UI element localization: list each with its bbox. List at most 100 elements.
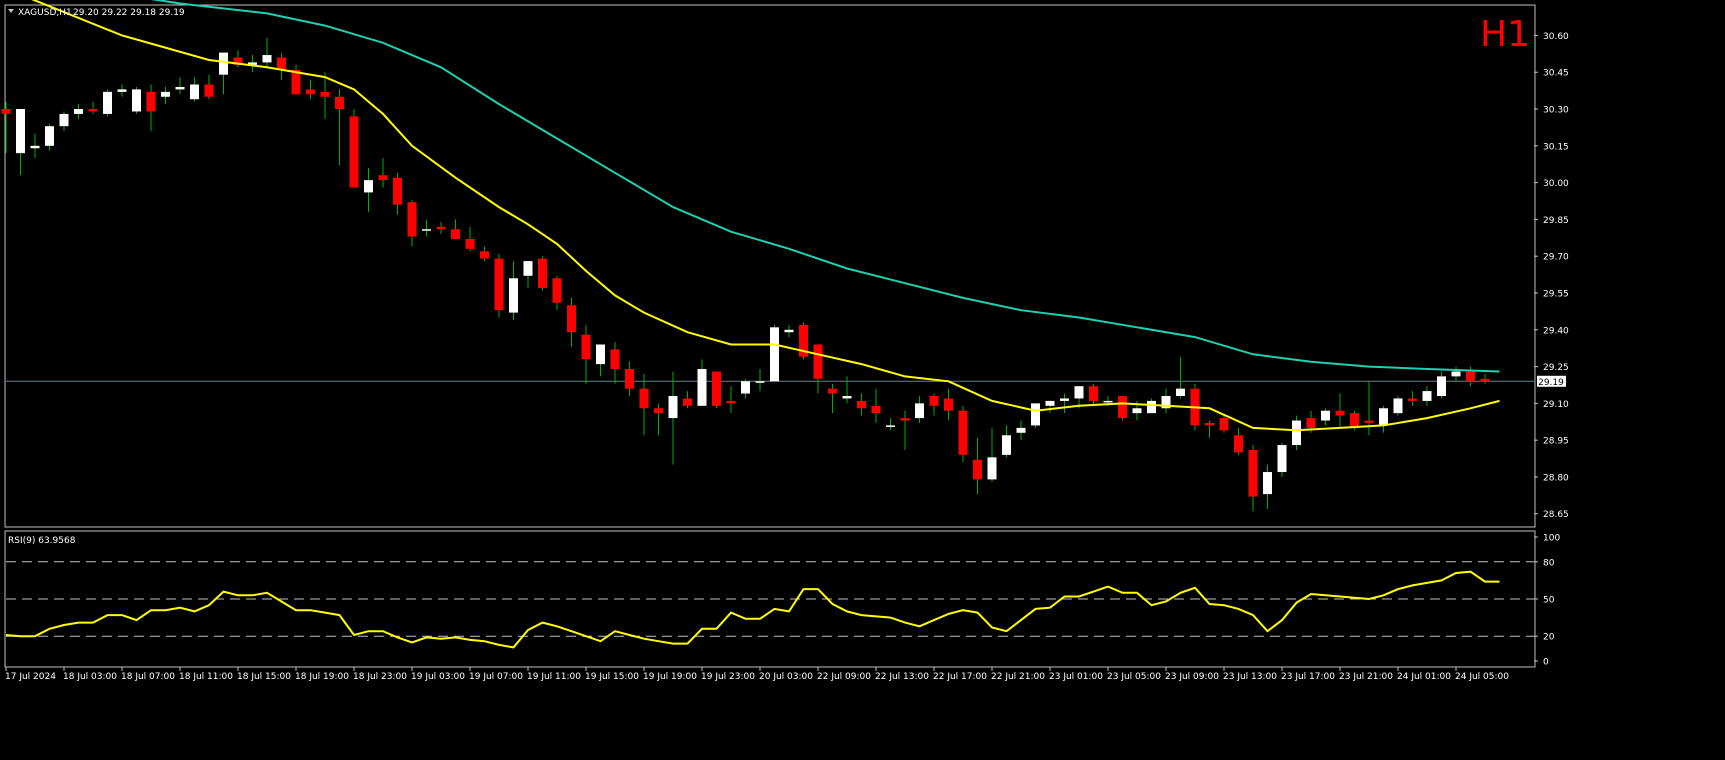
candle-body-bear [451, 229, 460, 240]
candle-body-bear [349, 116, 359, 188]
candle [770, 324, 779, 382]
time-tick-label: 23 Jul 01:00 [1049, 672, 1103, 682]
candle-body-bear [1219, 418, 1229, 431]
candle [480, 246, 489, 262]
candle [828, 383, 837, 414]
dropdown-arrow-icon[interactable] [8, 9, 14, 13]
candle [349, 109, 359, 188]
rsi-axis: 100 80 50 20 0 [1534, 534, 1560, 668]
candle-body-bull [1437, 376, 1446, 396]
candle [190, 77, 199, 102]
candle [668, 371, 678, 465]
candle [1016, 420, 1026, 441]
current-price-label: 29.19 [1538, 378, 1564, 388]
candle-body-bull [1379, 408, 1388, 426]
candle-body-bear [1335, 410, 1345, 416]
candle [929, 393, 939, 416]
candle-body-bull [219, 52, 228, 75]
candle [726, 386, 736, 414]
time-axis[interactable]: 17 Jul 2024 18 Jul 03:00 18 Jul 07:00 18 Ju… [5, 667, 1509, 682]
candle-body-bear [567, 305, 576, 333]
candle-body-bull [132, 89, 141, 112]
candle [335, 89, 344, 166]
candle-body-bull [523, 261, 533, 276]
candle-body-bear [625, 369, 634, 389]
candle-body-bull [1393, 398, 1403, 414]
candle-body-bear [538, 258, 547, 289]
candle-body-bear [929, 396, 939, 406]
candle-body-bear [1205, 422, 1214, 426]
candle-body-bear [857, 400, 866, 409]
candle [639, 373, 649, 436]
candle-body-bull [886, 425, 895, 427]
candle-body-bear [1350, 413, 1359, 428]
candle [784, 324, 794, 338]
candle-body-bear [1306, 418, 1316, 428]
candle [494, 253, 504, 318]
candle-body-bear [813, 344, 823, 379]
ma-slow-line [150, 0, 1500, 373]
time-tick-label: 19 Jul 11:00 [527, 672, 581, 682]
candle-body-bear [639, 388, 649, 409]
rsi-tick-label: 0 [1543, 658, 1549, 668]
candle [117, 84, 127, 97]
ohlc-label: 29.20 29.22 29.18 29.19 [73, 8, 185, 18]
candle [248, 55, 257, 73]
price-tick-label: 30.45 [1543, 69, 1569, 79]
price-axis[interactable]: 30.60 30.45 30.30 30.15 30.00 29.85 29.70 29.55… [1534, 32, 1569, 520]
candle [683, 391, 692, 409]
candle [1074, 386, 1084, 409]
candle-body-bear [683, 398, 692, 406]
candle [161, 86, 170, 105]
candle [1292, 415, 1301, 450]
candle [451, 219, 460, 240]
candle [1422, 386, 1432, 406]
candle [625, 361, 634, 396]
candle [755, 369, 765, 392]
candle [741, 378, 750, 399]
candle-body-bull [668, 396, 678, 419]
time-tick-label: 18 Jul 19:00 [295, 672, 349, 682]
candle-body-bear [958, 410, 968, 455]
price-tick-label: 29.10 [1543, 400, 1569, 410]
candle-body-bear [712, 371, 721, 406]
candle-body-bull [755, 381, 765, 383]
candle-body-bear [552, 278, 562, 303]
candle-body-bear [1364, 420, 1374, 423]
candle [378, 158, 388, 188]
time-tick-label: 23 Jul 17:00 [1281, 672, 1335, 682]
current-price-tag: 29.19 [1537, 375, 1566, 388]
price-tick-label: 29.25 [1543, 363, 1569, 373]
candle [277, 52, 286, 80]
symbol-header[interactable]: XAGUSD,H1 29.20 29.22 29.18 29.19 [8, 8, 185, 18]
candle [987, 427, 997, 482]
candle [16, 109, 25, 176]
time-tick-label: 23 Jul 05:00 [1107, 672, 1161, 682]
time-tick-label: 18 Jul 23:00 [353, 672, 407, 682]
candle [320, 72, 330, 119]
candle [842, 376, 852, 404]
candle-body-bear [1466, 371, 1475, 382]
candle [1263, 464, 1272, 509]
candle-body-bear [1480, 378, 1490, 382]
candle [1393, 396, 1403, 416]
candle [1335, 393, 1345, 428]
candle [1451, 366, 1461, 382]
candle-body-bull [1277, 445, 1287, 473]
candle [610, 342, 620, 384]
time-tick-label: 19 Jul 03:00 [411, 672, 465, 682]
candle-body-bear [306, 89, 315, 95]
candle [219, 52, 228, 95]
candle [944, 388, 953, 421]
time-tick-label: 18 Jul 07:00 [121, 672, 175, 682]
rsi-tick-label: 20 [1543, 633, 1555, 643]
price-tick-label: 30.00 [1543, 179, 1569, 189]
candle [204, 74, 214, 100]
candle-body-bull [1292, 420, 1301, 446]
candle-body-bear [1234, 435, 1243, 453]
time-tick-label: 18 Jul 15:00 [237, 672, 291, 682]
candle [712, 371, 721, 409]
candle [900, 410, 910, 450]
